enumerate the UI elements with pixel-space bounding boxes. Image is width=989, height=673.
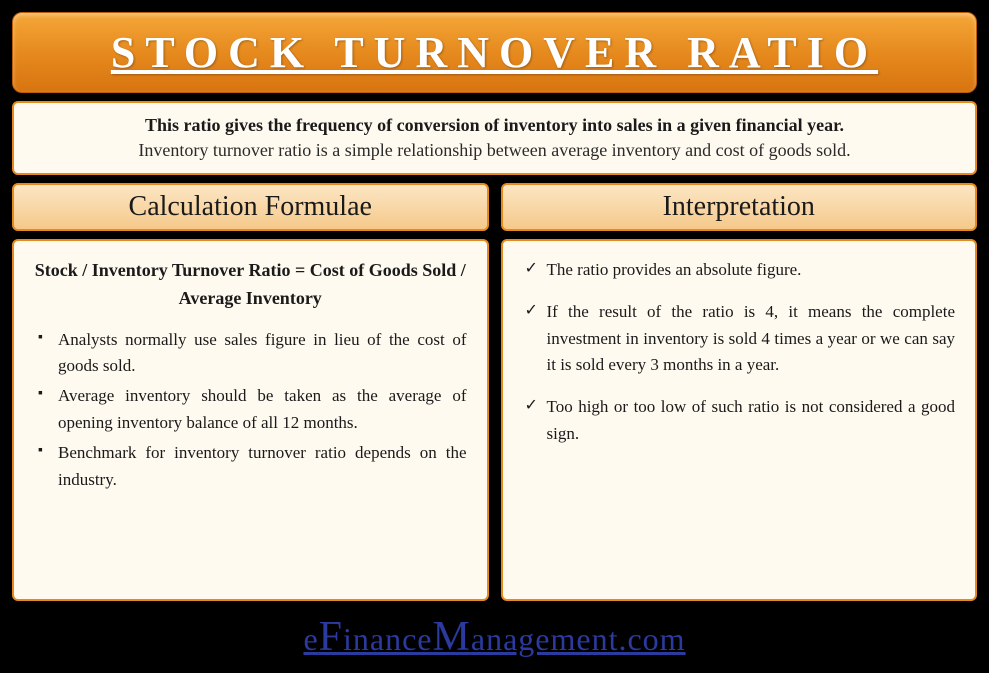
intro-box: This ratio gives the frequency of conver… — [12, 101, 977, 175]
formula-text: Stock / Inventory Turnover Ratio = Cost … — [34, 257, 467, 313]
list-item: Benchmark for inventory turnover ratio d… — [34, 440, 467, 493]
footer-part: F — [319, 614, 343, 660]
list-item: The ratio provides an absolute figure. — [523, 257, 956, 283]
main-title: STOCK TURNOVER RATIO — [13, 27, 976, 78]
left-bullets: Analysts normally use sales figure in li… — [34, 327, 467, 493]
footer-part: e — [303, 621, 318, 657]
right-column: Interpretation The ratio provides an abs… — [501, 183, 978, 601]
footer-part: M — [433, 614, 471, 660]
left-header: Calculation Formulae — [12, 183, 489, 231]
footer-part: anagement.com — [471, 621, 686, 657]
right-bullets: The ratio provides an absolute figure. I… — [523, 257, 956, 447]
infographic-container: STOCK TURNOVER RATIO This ratio gives th… — [12, 12, 977, 661]
right-header: Interpretation — [501, 183, 978, 231]
intro-sub-text: Inventory turnover ratio is a simple rel… — [32, 140, 957, 161]
list-item: Analysts normally use sales figure in li… — [34, 327, 467, 380]
list-item: Too high or too low of such ratio is not… — [523, 394, 956, 447]
left-column: Calculation Formulae Stock / Inventory T… — [12, 183, 489, 601]
title-banner: STOCK TURNOVER RATIO — [12, 12, 977, 93]
footer-link[interactable]: eFinanceManagement.com — [12, 609, 977, 661]
left-content: Stock / Inventory Turnover Ratio = Cost … — [12, 239, 489, 601]
intro-bold-text: This ratio gives the frequency of conver… — [32, 115, 957, 136]
right-content: The ratio provides an absolute figure. I… — [501, 239, 978, 601]
footer-part: inance — [343, 621, 433, 657]
columns-row: Calculation Formulae Stock / Inventory T… — [12, 183, 977, 601]
list-item: If the result of the ratio is 4, it mean… — [523, 299, 956, 378]
list-item: Average inventory should be taken as the… — [34, 383, 467, 436]
